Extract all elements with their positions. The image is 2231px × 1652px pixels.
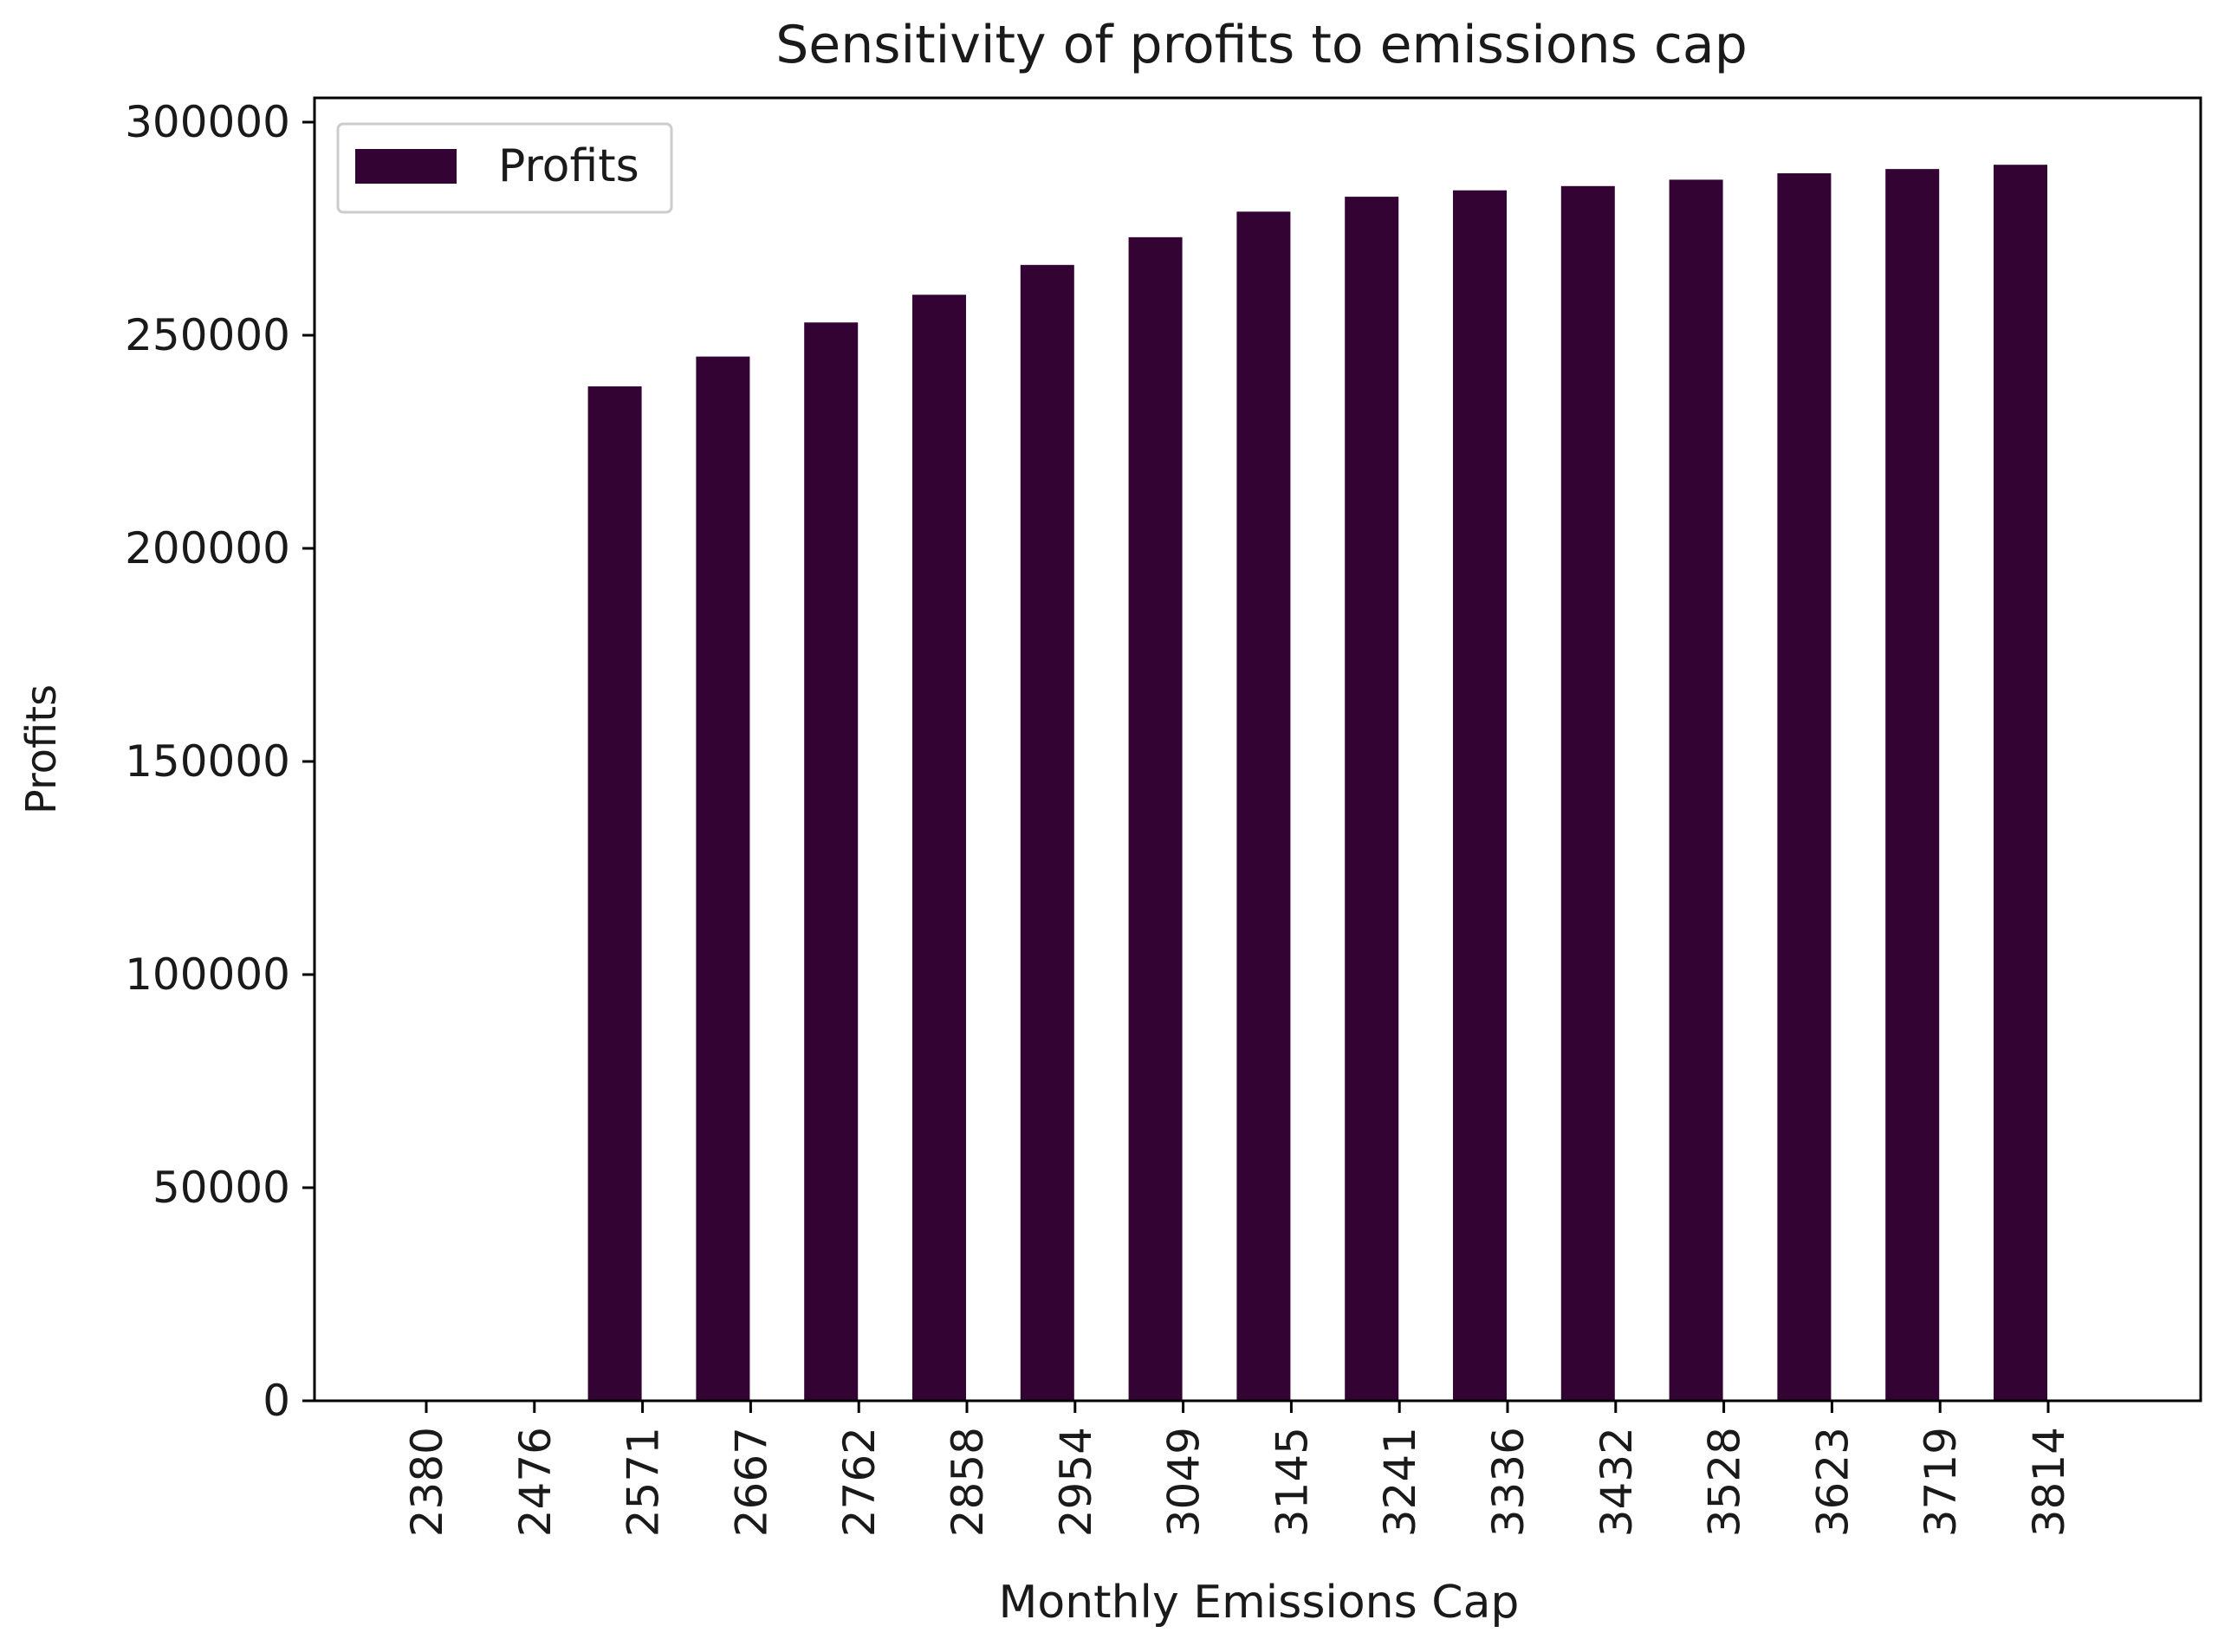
y-tick-label: 300000 [125, 97, 290, 147]
x-tick-label: 3719 [1916, 1427, 1966, 1537]
bar-2954 [1020, 264, 1074, 1401]
x-tick-label: 3623 [1807, 1427, 1858, 1537]
legend-box [336, 122, 673, 214]
x-tick-label: 3241 [1375, 1427, 1425, 1537]
legend-label-profits: Profits [498, 140, 639, 192]
bar-2762 [804, 322, 859, 1401]
y-tick-label: 100000 [125, 949, 290, 1000]
x-tick-label: 3528 [1700, 1427, 1750, 1537]
x-axis-label: Monthly Emissions Cap [999, 1577, 1520, 1629]
legend-swatch [355, 149, 457, 184]
x-tick-label: 2954 [1051, 1427, 1101, 1537]
bar-2858 [912, 295, 966, 1401]
x-tick-label: 2380 [402, 1427, 452, 1537]
y-tick-label: 150000 [125, 736, 290, 787]
bar-2571 [587, 386, 642, 1401]
legend: Profits [336, 122, 673, 214]
chart-title: Sensitivity of profits to emissions cap [775, 15, 1748, 75]
x-tick-label: 2667 [726, 1427, 776, 1537]
y-axis: 0 50000 100000 150000 200000 250000 300000 [125, 97, 315, 1426]
bar-2667 [696, 356, 750, 1402]
bar-3241 [1345, 197, 1399, 1402]
x-tick-label: 3145 [1267, 1427, 1317, 1537]
bar-3432 [1560, 185, 1615, 1401]
x-tick-label: 2858 [943, 1427, 993, 1537]
x-axis: 2380 2476 2571 2667 2762 2858 2954 3049 3145 3241… [402, 1401, 2074, 1537]
plot-area-frame [313, 96, 2202, 1403]
x-tick-label: 3814 [2024, 1427, 2074, 1537]
y-axis-label: Profits [17, 684, 66, 814]
x-tick-label: 3049 [1159, 1427, 1210, 1537]
x-tick-label: 2571 [619, 1427, 669, 1537]
x-tick-label: 3432 [1592, 1427, 1642, 1537]
bar-3719 [1885, 169, 1940, 1401]
y-tick-label: 50000 [152, 1163, 290, 1213]
x-tick-label: 2476 [510, 1427, 561, 1537]
x-tick-label: 2762 [834, 1427, 885, 1537]
bar-3623 [1777, 173, 1832, 1401]
bar-3528 [1669, 179, 1723, 1401]
y-tick-label: 0 [263, 1376, 290, 1426]
y-tick-label: 200000 [125, 523, 290, 573]
bar-3145 [1236, 211, 1291, 1401]
bar-3336 [1453, 190, 1507, 1402]
x-tick-label: 3336 [1483, 1427, 1534, 1537]
y-tick-label: 250000 [125, 310, 290, 360]
bars-group [587, 165, 2047, 1402]
bar-3049 [1128, 236, 1183, 1402]
bar-3814 [1994, 165, 2047, 1402]
